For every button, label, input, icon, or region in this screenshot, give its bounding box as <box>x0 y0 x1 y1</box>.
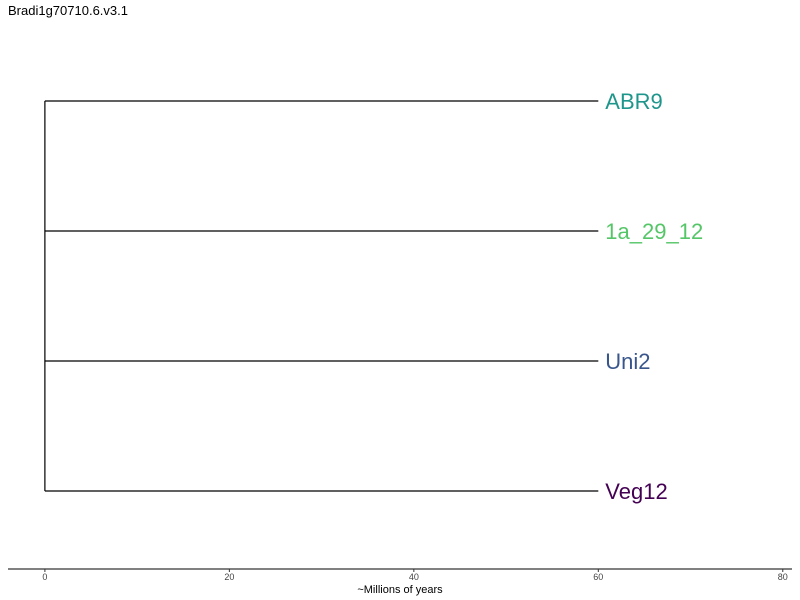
tip-label-1a_29_12: 1a_29_12 <box>605 219 703 244</box>
tip-label-ABR9: ABR9 <box>605 89 662 114</box>
diagram-title: Bradi1g70710.6.v3.1 <box>8 3 128 18</box>
tip-label-Uni2: Uni2 <box>605 349 650 374</box>
tick-label-80: 80 <box>778 572 788 582</box>
tree-tip-labels: ABR9 1a_29_12 Uni2 Veg12 <box>605 89 703 504</box>
axis-title: ~Millions of years <box>357 584 443 596</box>
tree-branches <box>44 100 599 492</box>
axis-ticks: 0 20 40 60 80 <box>42 569 788 582</box>
tick-label-40: 40 <box>409 572 419 582</box>
tip-label-Veg12: Veg12 <box>605 479 667 504</box>
time-axis: 0 20 40 60 80 ~Millions of years <box>8 568 792 596</box>
tick-label-0: 0 <box>42 572 47 582</box>
tick-label-20: 20 <box>224 572 234 582</box>
tick-label-60: 60 <box>593 572 603 582</box>
